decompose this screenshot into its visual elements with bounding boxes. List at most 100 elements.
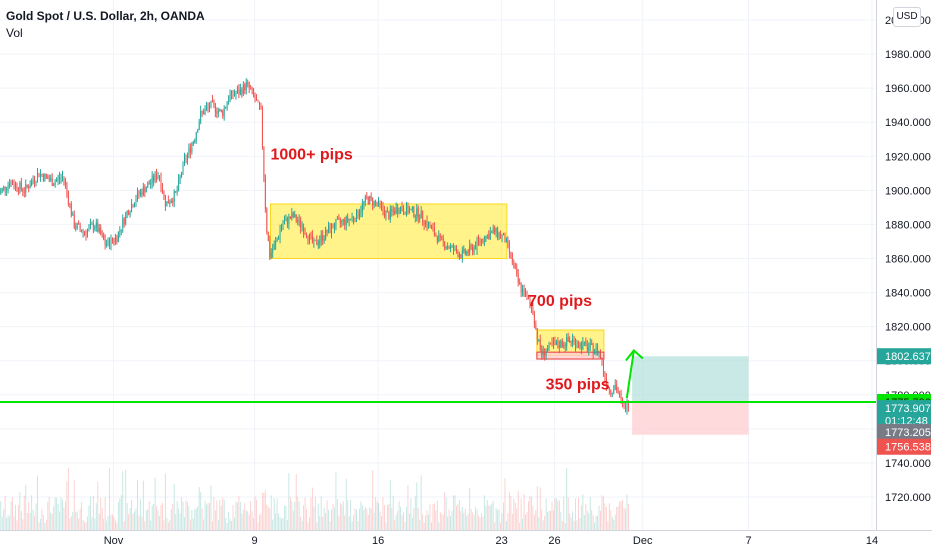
candle (114, 237, 116, 243)
candle (401, 207, 403, 211)
candle (494, 228, 496, 233)
volume-bar (292, 511, 294, 530)
volume-bar (204, 500, 206, 530)
volume-bar (60, 497, 62, 530)
volume-bar (123, 521, 125, 530)
volume-bar (553, 510, 554, 530)
volume-bar (455, 505, 457, 530)
annotation-label[interactable]: 350 pips (546, 377, 610, 394)
volume-bar (411, 517, 413, 530)
volume-bar (220, 505, 222, 530)
currency-button[interactable]: USD (893, 7, 921, 27)
volume-bar (482, 516, 484, 530)
candle (567, 337, 569, 342)
time-tick-label: 14 (866, 535, 878, 547)
candle (161, 188, 163, 193)
volume-bar (181, 497, 183, 530)
candle (219, 109, 221, 111)
volume-bar (323, 507, 325, 530)
candle (207, 107, 209, 109)
candle (511, 253, 513, 263)
candle (620, 394, 622, 400)
volume-bar (557, 501, 559, 530)
candle (135, 199, 137, 205)
position-tool[interactable] (632, 356, 749, 435)
volume-bar (147, 509, 149, 530)
volume-bar (542, 520, 544, 530)
candle (231, 90, 232, 95)
volume-bar (22, 519, 24, 530)
candle (272, 249, 274, 253)
volume-bar (382, 497, 384, 530)
volume-bar (264, 490, 266, 530)
stop-zone[interactable] (632, 401, 749, 435)
candle (300, 219, 302, 228)
annotation-label[interactable]: 700 pips (528, 293, 592, 310)
candle (311, 235, 313, 243)
volume-bar (353, 515, 355, 530)
volume-bar (436, 500, 438, 530)
annotation-label[interactable]: 1000+ pips (270, 147, 352, 164)
candle (38, 173, 40, 177)
volume-bar (64, 501, 66, 530)
candle (54, 181, 56, 185)
candle (31, 180, 33, 186)
volume-bar (161, 502, 163, 530)
candle (317, 243, 319, 245)
volume-bar (485, 506, 487, 530)
candle (294, 214, 296, 217)
volume-bar (417, 507, 419, 530)
volume-bar (216, 500, 218, 530)
volume-bar (431, 522, 432, 530)
volume-bar (247, 511, 249, 530)
candle (247, 82, 249, 84)
volume-bar (137, 480, 138, 530)
candle (264, 177, 266, 209)
volume-bar (229, 518, 231, 530)
volume-bar (514, 502, 516, 530)
volume-bar (551, 501, 553, 530)
text-annotations[interactable]: 1000+ pips 700 pips 350 pips (270, 147, 609, 394)
volume-bar (408, 513, 410, 530)
consolidation-zones[interactable] (269, 203, 605, 360)
candle (322, 234, 324, 241)
volume-bar (54, 497, 56, 530)
target-zone[interactable] (632, 356, 749, 402)
price-label: 1773.907 (885, 403, 931, 415)
candle (473, 246, 475, 253)
volume-bar (241, 513, 243, 530)
candle (151, 175, 153, 183)
volume-bar (134, 511, 135, 530)
volume-bar (541, 509, 543, 530)
time-tick-label: 9 (252, 535, 258, 547)
candle (510, 252, 512, 254)
volume-bar (554, 498, 556, 530)
candle (203, 111, 205, 115)
volume-bar (222, 497, 224, 530)
candle (358, 213, 360, 217)
volume-bar (367, 514, 369, 530)
candle (182, 161, 184, 174)
candle (391, 209, 393, 212)
volume-bar (114, 520, 116, 530)
candle (497, 227, 499, 238)
price-label-bg (877, 438, 931, 455)
volume-bar (570, 517, 572, 530)
arrow-annotation[interactable] (625, 349, 644, 399)
candle (619, 393, 621, 395)
candle (470, 245, 472, 247)
price-label-bg (877, 423, 931, 440)
volume-bar (447, 516, 449, 530)
volume-bar (48, 496, 50, 530)
arrow-shaft[interactable] (625, 350, 635, 399)
volume-bar (426, 510, 428, 530)
arrow-head[interactable] (625, 349, 644, 362)
support-box[interactable] (536, 351, 605, 360)
candle (213, 101, 215, 105)
volume-bar (439, 512, 441, 530)
volume-bar (595, 516, 597, 530)
volume-bar (564, 522, 566, 530)
volume-bar (132, 513, 134, 530)
